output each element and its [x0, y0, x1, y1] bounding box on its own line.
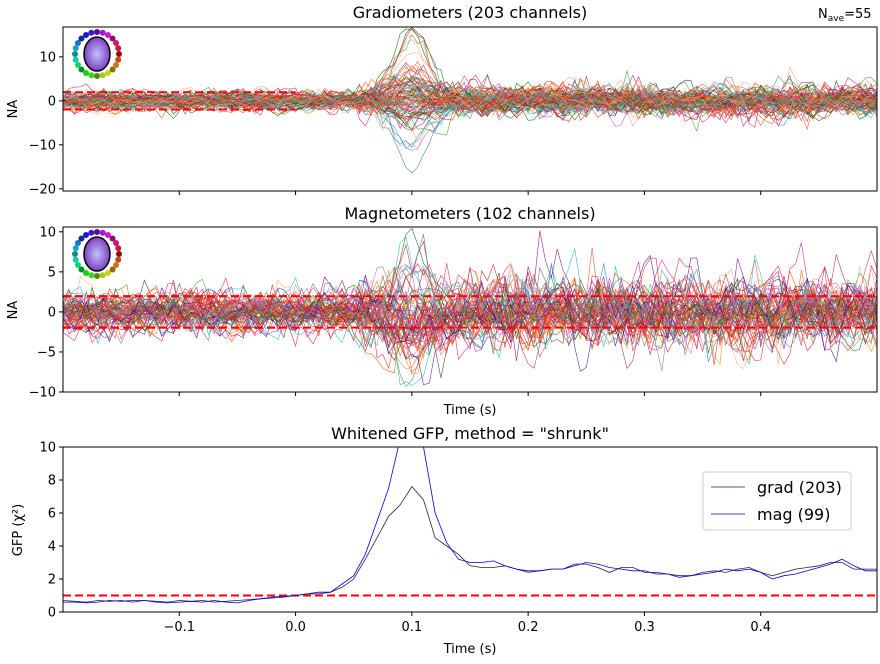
axes-frame — [62, 446, 878, 613]
ytick-label: 0 — [48, 305, 56, 320]
grad-ylabel: NA — [6, 100, 21, 119]
channel-trace — [63, 282, 877, 353]
ytick-label: 10 — [39, 50, 56, 65]
legend-mag-label: mag (99) — [757, 505, 830, 524]
xtick-label: 0.4 — [750, 620, 771, 635]
mag-ylabel: NA — [6, 301, 21, 320]
grad-title: Gradiometers (203 channels) — [353, 3, 587, 22]
channel-trace — [63, 257, 877, 372]
ytick-label: −10 — [29, 138, 56, 153]
channel-trace — [63, 85, 877, 116]
nave-label: Nave=55 — [818, 7, 872, 24]
channel-trace — [63, 291, 877, 336]
channel-trace — [63, 240, 877, 365]
gfp-series-0 — [63, 485, 877, 603]
ytick-label: 6 — [48, 507, 56, 522]
ytick-label: −10 — [29, 386, 56, 401]
channel-trace — [63, 274, 877, 351]
xtick-label: 0.0 — [285, 620, 306, 635]
channel-trace — [63, 278, 877, 353]
mag-xlabel: Time (s) — [443, 403, 497, 418]
gfp-xlabel: Time (s) — [443, 642, 497, 657]
ytick-label: −20 — [29, 182, 56, 197]
ytick-label: −5 — [37, 345, 56, 360]
channel-trace — [63, 81, 877, 150]
ytick-label: 5 — [48, 265, 56, 280]
channel-trace — [63, 80, 877, 118]
ytick-label: 0 — [48, 94, 56, 109]
legend-grad-label: grad (203) — [757, 478, 842, 497]
ytick-label: 8 — [48, 474, 56, 489]
ytick-label: 4 — [48, 540, 56, 555]
channel-trace — [63, 287, 877, 336]
channel-trace — [63, 284, 877, 341]
xtick-label: 0.1 — [402, 620, 423, 635]
xtick-label: 0.3 — [634, 620, 655, 635]
axes-frame — [62, 26, 878, 192]
mag-title: Magnetometers (102 channels) — [344, 204, 595, 223]
channel-trace — [63, 91, 877, 118]
ytick-label: 2 — [48, 573, 56, 588]
sensor-layout-icon — [72, 229, 122, 279]
ytick-label: 10 — [39, 441, 56, 456]
xtick-label: −0.1 — [163, 620, 195, 635]
axes-1: 10 5 0 −5 −10 — [29, 225, 878, 401]
gfp-series-1 — [63, 447, 877, 604]
sensor-layout-icon — [72, 29, 122, 79]
axes-frame — [62, 226, 878, 393]
channel-trace — [63, 275, 877, 371]
gfp-title: Whitened GFP, method = "shrunk" — [331, 424, 609, 443]
ytick-label: 0 — [48, 606, 56, 621]
channel-trace — [63, 86, 877, 116]
axes-0: 10 0 −10 −20 — [29, 26, 878, 197]
axes-2: 0 2 4 6 8 10 −0.1 0.0 0.1 0.2 0.3 0.4 — [39, 441, 878, 635]
channel-trace — [63, 278, 877, 363]
channel-trace — [63, 82, 877, 115]
channel-trace — [63, 270, 877, 373]
channel-trace — [63, 279, 877, 358]
ytick-label: 10 — [39, 225, 56, 240]
channel-trace — [63, 90, 877, 117]
gfp-ylabel: GFP (χ²) — [11, 504, 26, 556]
channel-trace — [63, 75, 877, 127]
channel-trace — [63, 257, 877, 370]
legend: grad (203) mag (99) — [702, 471, 852, 531]
xtick-label: 0.2 — [518, 620, 539, 635]
channel-trace — [63, 249, 877, 362]
channel-trace — [63, 90, 877, 120]
channel-trace — [63, 266, 877, 361]
channel-trace — [63, 87, 877, 118]
channel-trace — [63, 280, 877, 328]
